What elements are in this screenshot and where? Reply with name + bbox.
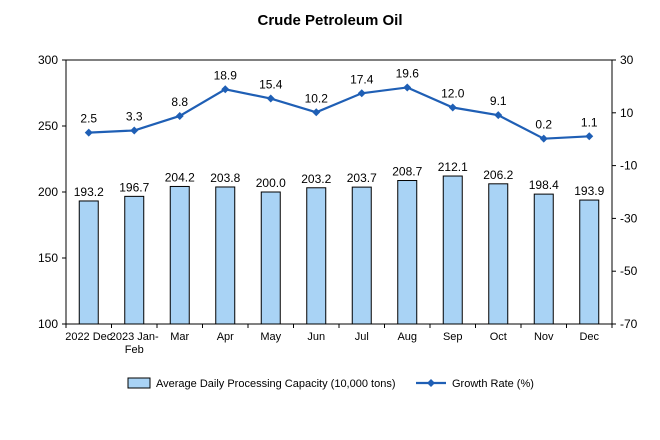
bar bbox=[306, 187, 327, 325]
bar bbox=[397, 180, 418, 325]
growth-rate-point bbox=[130, 126, 139, 135]
left-axis-tick-label: 250 bbox=[38, 119, 58, 133]
growth-rate-value-label: 19.6 bbox=[396, 66, 420, 80]
bar bbox=[533, 193, 554, 325]
x-axis-category-label: 2022 Dec bbox=[65, 331, 113, 343]
x-axis-category-label: Mar bbox=[170, 331, 189, 343]
left-axis-tick-label: 150 bbox=[38, 251, 58, 265]
bar-value-label: 203.2 bbox=[301, 172, 331, 186]
bar-value-label: 212.1 bbox=[438, 160, 468, 174]
x-axis-category-label: Sep bbox=[443, 331, 463, 343]
x-axis-category-label: Nov bbox=[534, 331, 554, 343]
growth-rate-point bbox=[403, 83, 412, 92]
legend-bar-label: Average Daily Processing Capacity (10,00… bbox=[156, 378, 395, 390]
bar-value-label: 203.8 bbox=[210, 171, 240, 185]
right-axis-tick-label: -50 bbox=[620, 264, 638, 278]
x-axis-category-label: Feb bbox=[125, 344, 144, 356]
bar bbox=[260, 191, 281, 325]
growth-rate-point bbox=[585, 132, 594, 141]
growth-rate-value-label: 0.2 bbox=[535, 118, 552, 132]
growth-rate-point bbox=[494, 111, 503, 120]
growth-rate-point bbox=[266, 94, 275, 103]
bar-value-label: 200.0 bbox=[256, 176, 286, 190]
x-axis-category-label: Oct bbox=[490, 331, 507, 343]
x-axis-category-label: Dec bbox=[579, 331, 599, 343]
chart-title: Crude Petroleum Oil bbox=[257, 12, 403, 29]
bar-value-label: 198.4 bbox=[529, 178, 559, 192]
growth-rate-value-label: 1.1 bbox=[581, 115, 598, 129]
growth-rate-point bbox=[175, 111, 184, 120]
growth-rate-value-label: 3.3 bbox=[126, 109, 143, 123]
x-axis-category-label: Jul bbox=[355, 331, 369, 343]
left-axis-tick-label: 300 bbox=[38, 53, 58, 67]
bar bbox=[215, 186, 236, 325]
growth-rate-value-label: 18.9 bbox=[214, 68, 238, 82]
growth-rate-value-label: 12.0 bbox=[441, 87, 465, 101]
right-axis-tick-label: -10 bbox=[620, 159, 638, 173]
legend-bar-swatch bbox=[127, 377, 151, 389]
left-axis-tick-label: 200 bbox=[38, 185, 58, 199]
growth-rate-point bbox=[84, 128, 93, 137]
growth-rate-point bbox=[539, 134, 548, 143]
bar-value-label: 193.2 bbox=[74, 185, 104, 199]
growth-rate-line bbox=[88, 86, 590, 140]
bar bbox=[169, 185, 190, 325]
right-axis-tick-label: 10 bbox=[620, 106, 634, 120]
growth-rate-point bbox=[448, 103, 457, 112]
bar bbox=[488, 183, 509, 325]
x-axis-category-label: Apr bbox=[217, 331, 234, 343]
growth-rate-value-label: 15.4 bbox=[259, 78, 283, 92]
x-axis-category-label: 2023 Jan- bbox=[110, 331, 159, 343]
growth-rate-value-label: 8.8 bbox=[171, 95, 188, 109]
growth-rate-value-label: 10.2 bbox=[305, 91, 329, 105]
growth-rate-point bbox=[312, 108, 321, 117]
growth-rate-point bbox=[221, 85, 230, 94]
bar-value-label: 203.7 bbox=[347, 171, 377, 185]
bar bbox=[579, 199, 600, 325]
bar-value-label: 208.7 bbox=[392, 165, 422, 179]
legend-line-label: Growth Rate (%) bbox=[452, 378, 534, 390]
right-axis-tick-label: 30 bbox=[620, 53, 634, 67]
bar bbox=[124, 195, 145, 325]
bar bbox=[78, 200, 99, 325]
legend-line-marker bbox=[427, 379, 435, 387]
bar bbox=[442, 175, 463, 325]
growth-rate-point bbox=[357, 89, 366, 98]
right-axis-tick-label: -70 bbox=[620, 317, 638, 331]
bar-value-label: 204.2 bbox=[165, 170, 195, 184]
bar-value-label: 193.9 bbox=[574, 184, 604, 198]
x-axis-category-label: Aug bbox=[397, 331, 417, 343]
growth-rate-value-label: 9.1 bbox=[490, 94, 507, 108]
right-axis-tick-label: -30 bbox=[620, 211, 638, 225]
x-axis-category-label: Jun bbox=[307, 331, 325, 343]
bar-value-label: 206.2 bbox=[483, 168, 513, 182]
growth-rate-value-label: 2.5 bbox=[80, 112, 97, 126]
bar-value-label: 196.7 bbox=[119, 180, 149, 194]
growth-rate-value-label: 17.4 bbox=[350, 72, 374, 86]
left-axis-tick-label: 100 bbox=[38, 317, 58, 331]
x-axis-category-label: May bbox=[260, 331, 281, 343]
bar bbox=[351, 186, 372, 325]
